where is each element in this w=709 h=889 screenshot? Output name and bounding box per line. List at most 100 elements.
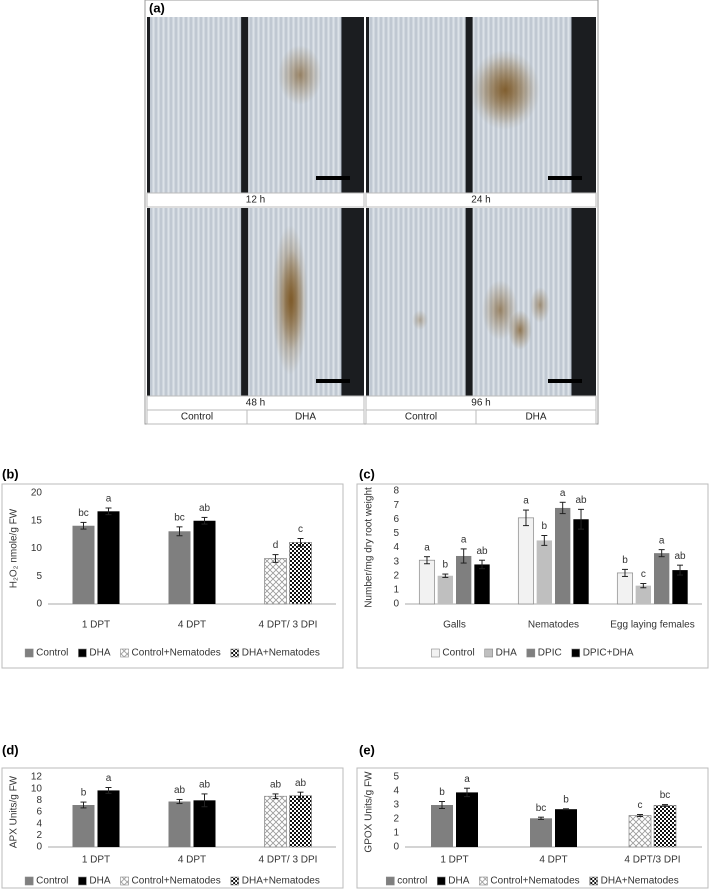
y-tick-label: 2: [393, 814, 399, 825]
y-tick-label: 3: [393, 800, 399, 811]
panel-label: (a): [149, 0, 165, 15]
x-tick-label: 1 DPT: [82, 620, 110, 631]
stain: [280, 250, 304, 350]
significance-letter: a: [424, 542, 430, 553]
leaf: [369, 17, 466, 193]
significance-letter: a: [523, 496, 529, 507]
legend-label: DHA: [89, 648, 110, 659]
bar: [555, 507, 571, 604]
significance-letter: d: [273, 540, 279, 551]
x-tick-label: Egg laying females: [610, 620, 695, 631]
significance-letter: bc: [174, 512, 185, 523]
panel-frame: [356, 767, 709, 889]
y-tick-label: 5: [393, 772, 399, 783]
panel-label: (d): [2, 742, 19, 757]
significance-letter: a: [461, 535, 467, 546]
significance-letter: b: [542, 521, 548, 532]
bar: [168, 801, 191, 847]
legend-label: DHA+Nematodes: [242, 876, 320, 887]
y-tick-label: 8: [393, 486, 399, 497]
legend-label: DHA: [89, 876, 110, 887]
significance-letter: c: [298, 524, 303, 535]
caption-cell: [146, 192, 365, 208]
legend-label: DHA: [448, 876, 469, 887]
significance-letter: bc: [536, 803, 547, 814]
stain: [278, 45, 322, 105]
y-tick-label: 0: [36, 842, 42, 853]
scale-bar: [316, 176, 350, 180]
y-tick-label: 2: [393, 570, 399, 581]
bar: [437, 575, 453, 604]
y-tick-label: 0: [393, 599, 399, 610]
legend-swatch: [230, 876, 240, 886]
bar: [517, 517, 535, 605]
legend-swatch: [589, 876, 598, 886]
y-tick-label: 5: [393, 528, 399, 539]
y-tick-label: 3: [393, 556, 399, 567]
legend-swatch: [431, 648, 440, 658]
legend-label: DHA+Nematodes: [601, 876, 679, 887]
bar: [653, 805, 677, 848]
panel-label: (b): [2, 466, 19, 481]
bar: [97, 790, 120, 847]
y-tick-label: 15: [31, 515, 43, 526]
significance-letter: bc: [78, 508, 89, 519]
bar: [628, 815, 652, 848]
bar: [193, 520, 216, 604]
significance-letter: a: [560, 488, 566, 499]
scale-bar: [548, 176, 582, 180]
y-tick-label: 12: [31, 772, 43, 783]
y-tick-label: 0: [393, 842, 399, 853]
legend-swatch: [120, 876, 129, 886]
panel-frame: [356, 483, 709, 669]
leaf: [248, 17, 342, 193]
bar: [418, 559, 436, 605]
legend-label: Control+Nematodes: [132, 876, 221, 887]
photo-grid: 12 h 24 h 48 h 96 h Control DHA Control DHA: [146, 17, 597, 425]
scale-bar: [548, 379, 582, 383]
bar: [530, 818, 552, 847]
x-tick-label: 4 DPT: [539, 855, 567, 866]
significance-letter: a: [659, 535, 665, 546]
panel-frame: [1, 767, 344, 889]
legend-label: DPIC: [538, 648, 562, 659]
legend-label: control: [397, 876, 427, 887]
stain: [508, 310, 532, 350]
bar: [573, 519, 589, 604]
x-tick-label: Galls: [443, 620, 466, 631]
leaf: [369, 208, 466, 396]
y-tick-label: 1: [393, 585, 399, 596]
y-axis-label: H₂O₂ nmole/g FW: [9, 508, 20, 588]
y-tick-label: 4: [393, 542, 399, 553]
bar: [555, 809, 577, 847]
bar: [474, 564, 490, 604]
bar: [193, 800, 216, 847]
significance-letter: b: [439, 787, 445, 798]
footer-label: Control: [405, 412, 437, 423]
bar: [616, 572, 634, 605]
significance-letter: a: [106, 494, 112, 505]
y-tick-label: 6: [36, 807, 42, 818]
x-tick-label: 1 DPT: [440, 855, 468, 866]
legend-label: Control+Nematodes: [132, 648, 221, 659]
y-tick-label: 0: [36, 599, 42, 610]
y-tick-label: 6: [393, 514, 399, 525]
legend-label: Control+Nematodes: [490, 876, 579, 887]
legend-swatch: [230, 648, 240, 658]
legend: Control DHA DPIC DPIC+DHA: [431, 648, 634, 659]
x-tick-label: 4 DPT/ 3 DPI: [259, 855, 318, 866]
bar: [264, 795, 287, 848]
x-tick-label: 4 DPT: [178, 620, 206, 631]
footer-label: DHA: [525, 412, 546, 423]
legend-label: Control: [36, 648, 68, 659]
legend: Control DHA Control+Nematodes DHA+Nematodes: [24, 876, 320, 887]
legend-swatch: [24, 648, 34, 658]
bar: [672, 570, 688, 604]
bar: [289, 542, 312, 605]
y-tick-label: 4: [36, 818, 42, 829]
y-tick-label: 10: [31, 783, 43, 794]
legend-swatch: [78, 648, 87, 658]
legend-label: Control: [442, 648, 474, 659]
